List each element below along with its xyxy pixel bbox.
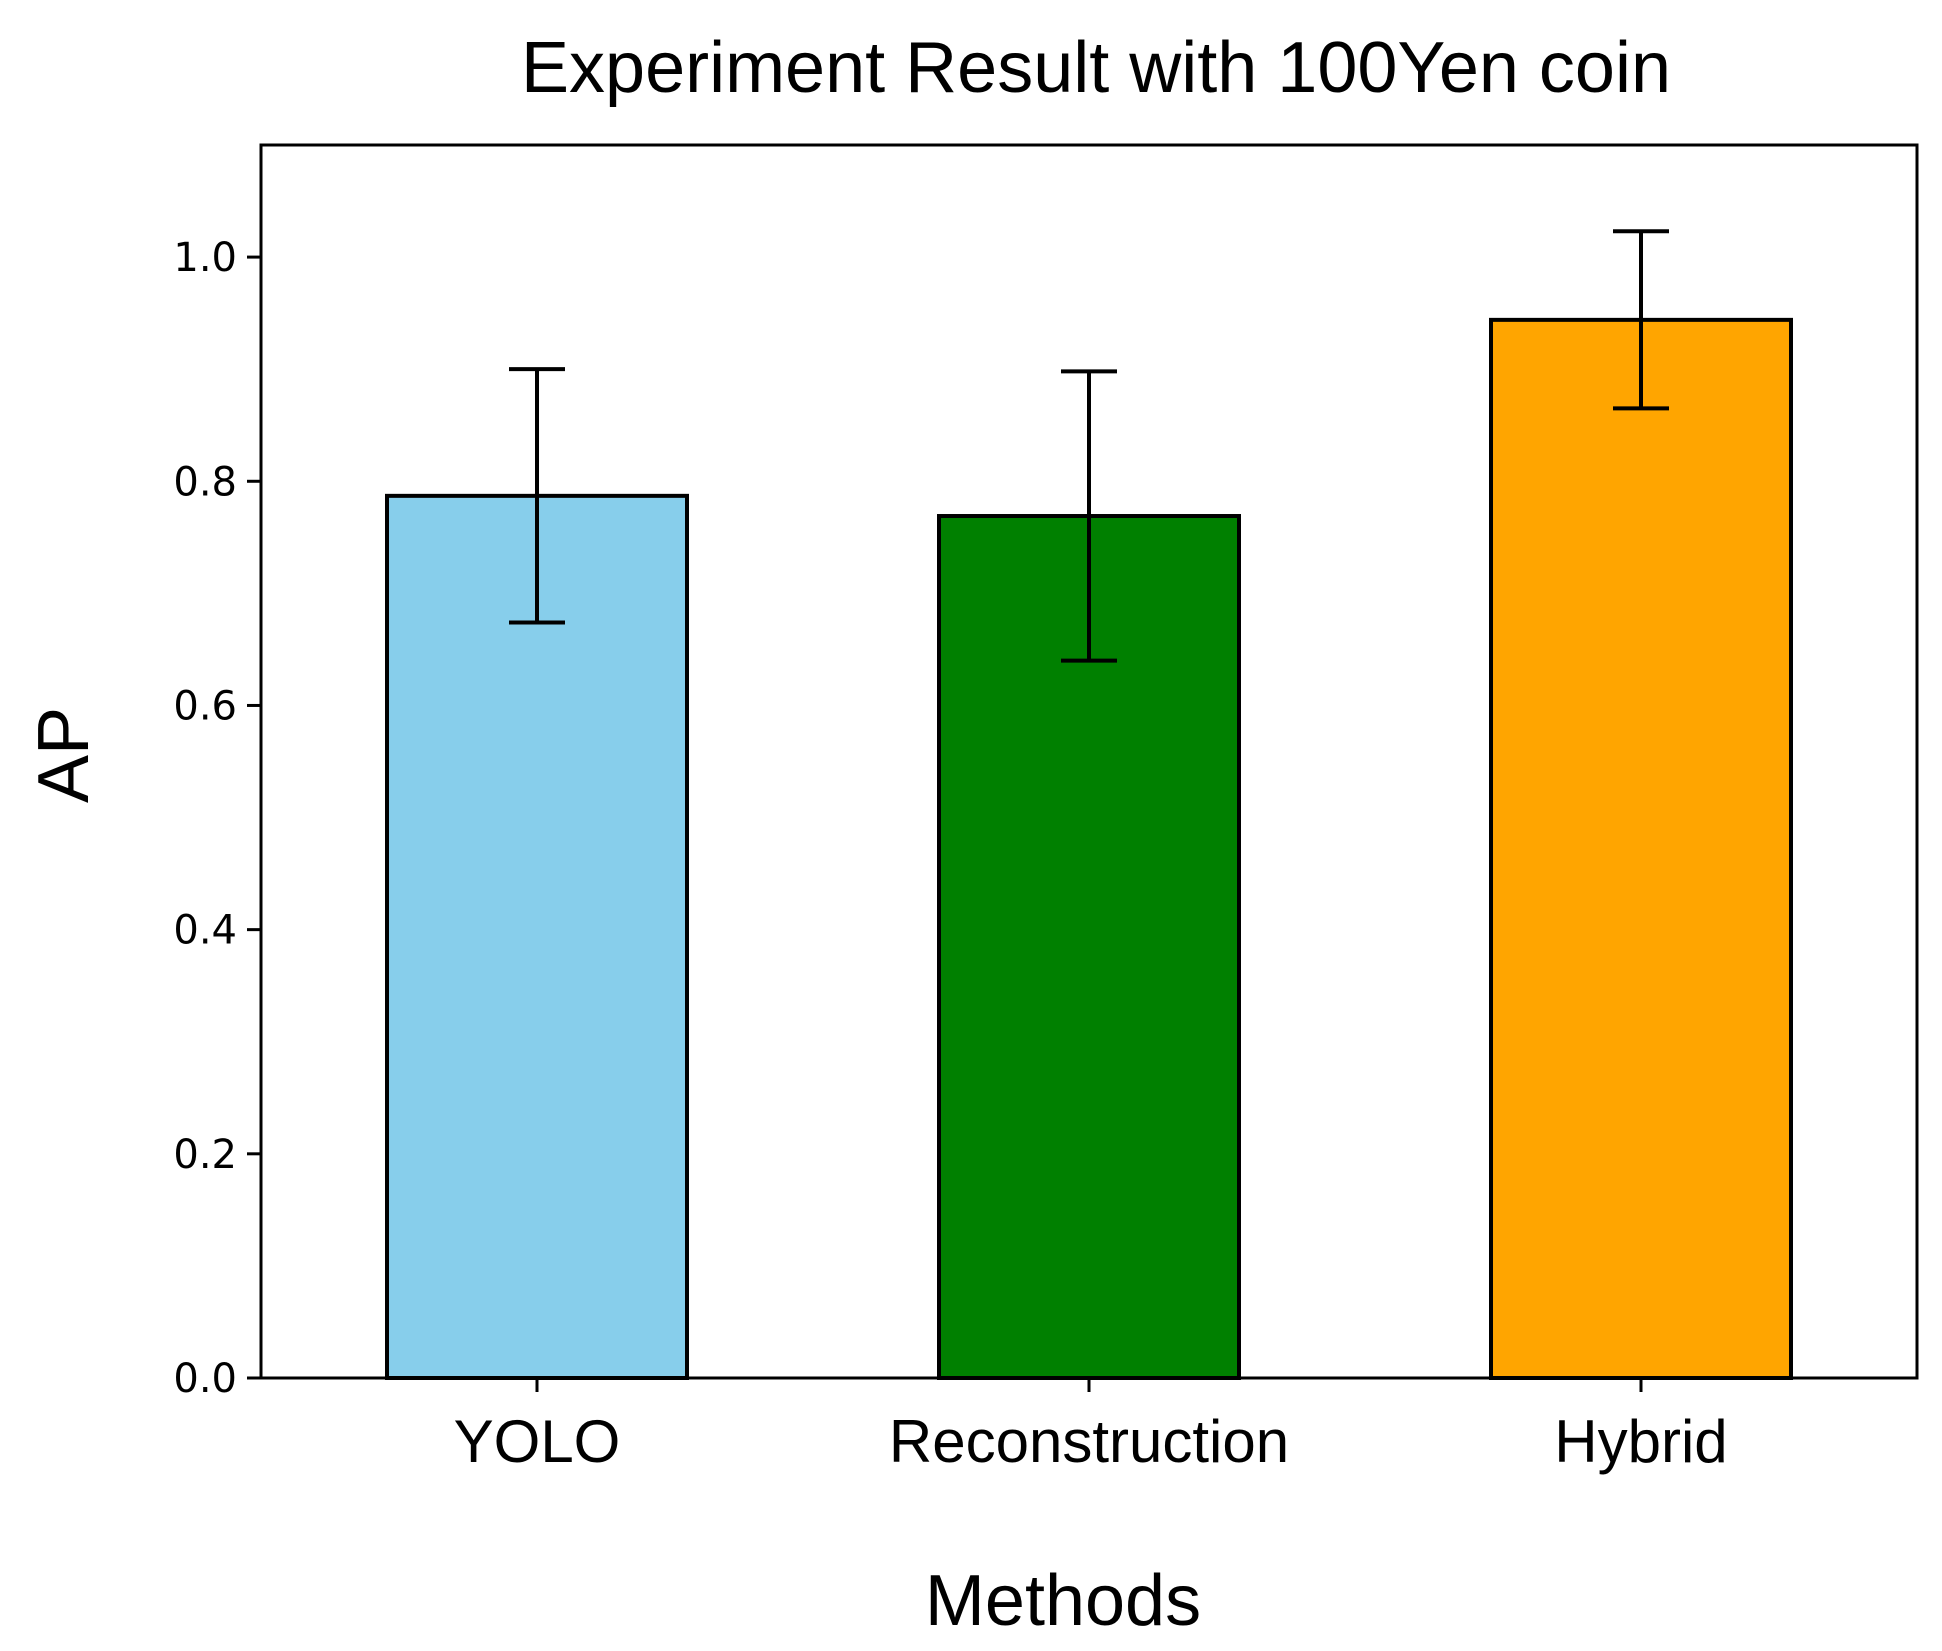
bar-yolo xyxy=(385,493,689,1380)
y-tick-label: 0.2 xyxy=(173,1132,237,1178)
x-axis-label: Methods xyxy=(925,1561,1201,1641)
chart-title: Experiment Result with 100Yen coin xyxy=(521,28,1671,108)
y-axis-label: AP xyxy=(24,707,104,803)
chart-marks: 0.0 0.2 0.4 0.6 0.8 1.0 YOLO Reconstruction Hybr… xyxy=(173,229,1793,1475)
y-tick-label: 1.0 xyxy=(173,235,237,281)
plot-frame xyxy=(259,143,1919,1380)
x-tick-label-reconstruction: Reconstruction xyxy=(889,1408,1289,1475)
y-tick-label: 0.4 xyxy=(173,908,237,954)
bar-hybrid xyxy=(1489,317,1793,1380)
x-tick-label-hybrid: Hybrid xyxy=(1554,1408,1727,1475)
y-tick-label: 0.8 xyxy=(173,459,237,505)
y-tick-label: 0.0 xyxy=(173,1356,237,1402)
x-tick-label-yolo: YOLO xyxy=(454,1408,621,1475)
y-tick-label: 0.6 xyxy=(173,683,237,729)
